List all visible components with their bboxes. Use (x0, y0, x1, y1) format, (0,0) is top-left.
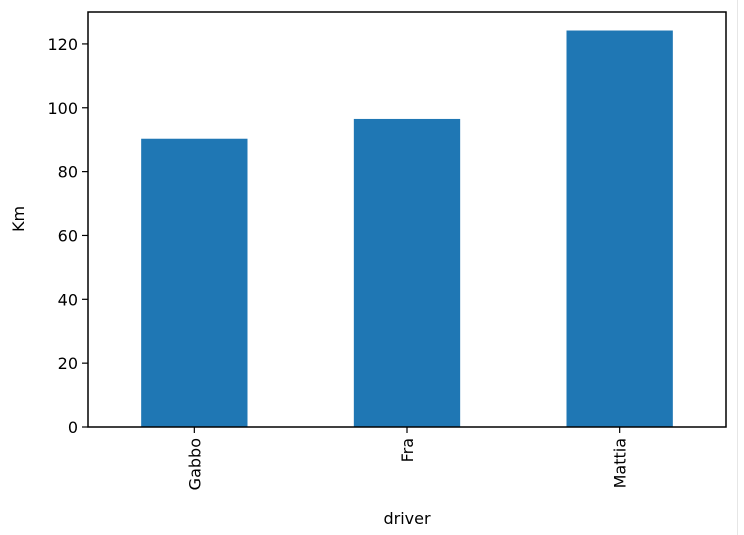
x-tick-label: Fra (398, 438, 417, 462)
y-tick-label: 60 (58, 226, 78, 245)
x-tick-label: Mattia (611, 438, 630, 488)
y-tick-label: 0 (68, 418, 78, 437)
y-tick-label: 80 (58, 163, 78, 182)
x-tick-label: Gabbo (185, 438, 204, 490)
y-axis: 0 20 40 60 80 100 120 (47, 35, 88, 437)
bar-gabbo (141, 138, 248, 427)
bar-mattia (566, 30, 673, 428)
panel-edge (737, 0, 738, 535)
y-axis-label: Km (9, 206, 28, 232)
plot-frame (87, 11, 727, 428)
y-tick-label: 20 (58, 354, 78, 373)
y-tick-label: 40 (58, 290, 78, 309)
y-tick-label: 120 (47, 35, 78, 54)
x-axis: Gabbo Fra Mattia (185, 427, 630, 490)
bars (141, 30, 673, 428)
y-tick-label: 100 (47, 99, 78, 118)
bar-fra (353, 118, 461, 427)
x-axis-label: driver (383, 509, 430, 528)
